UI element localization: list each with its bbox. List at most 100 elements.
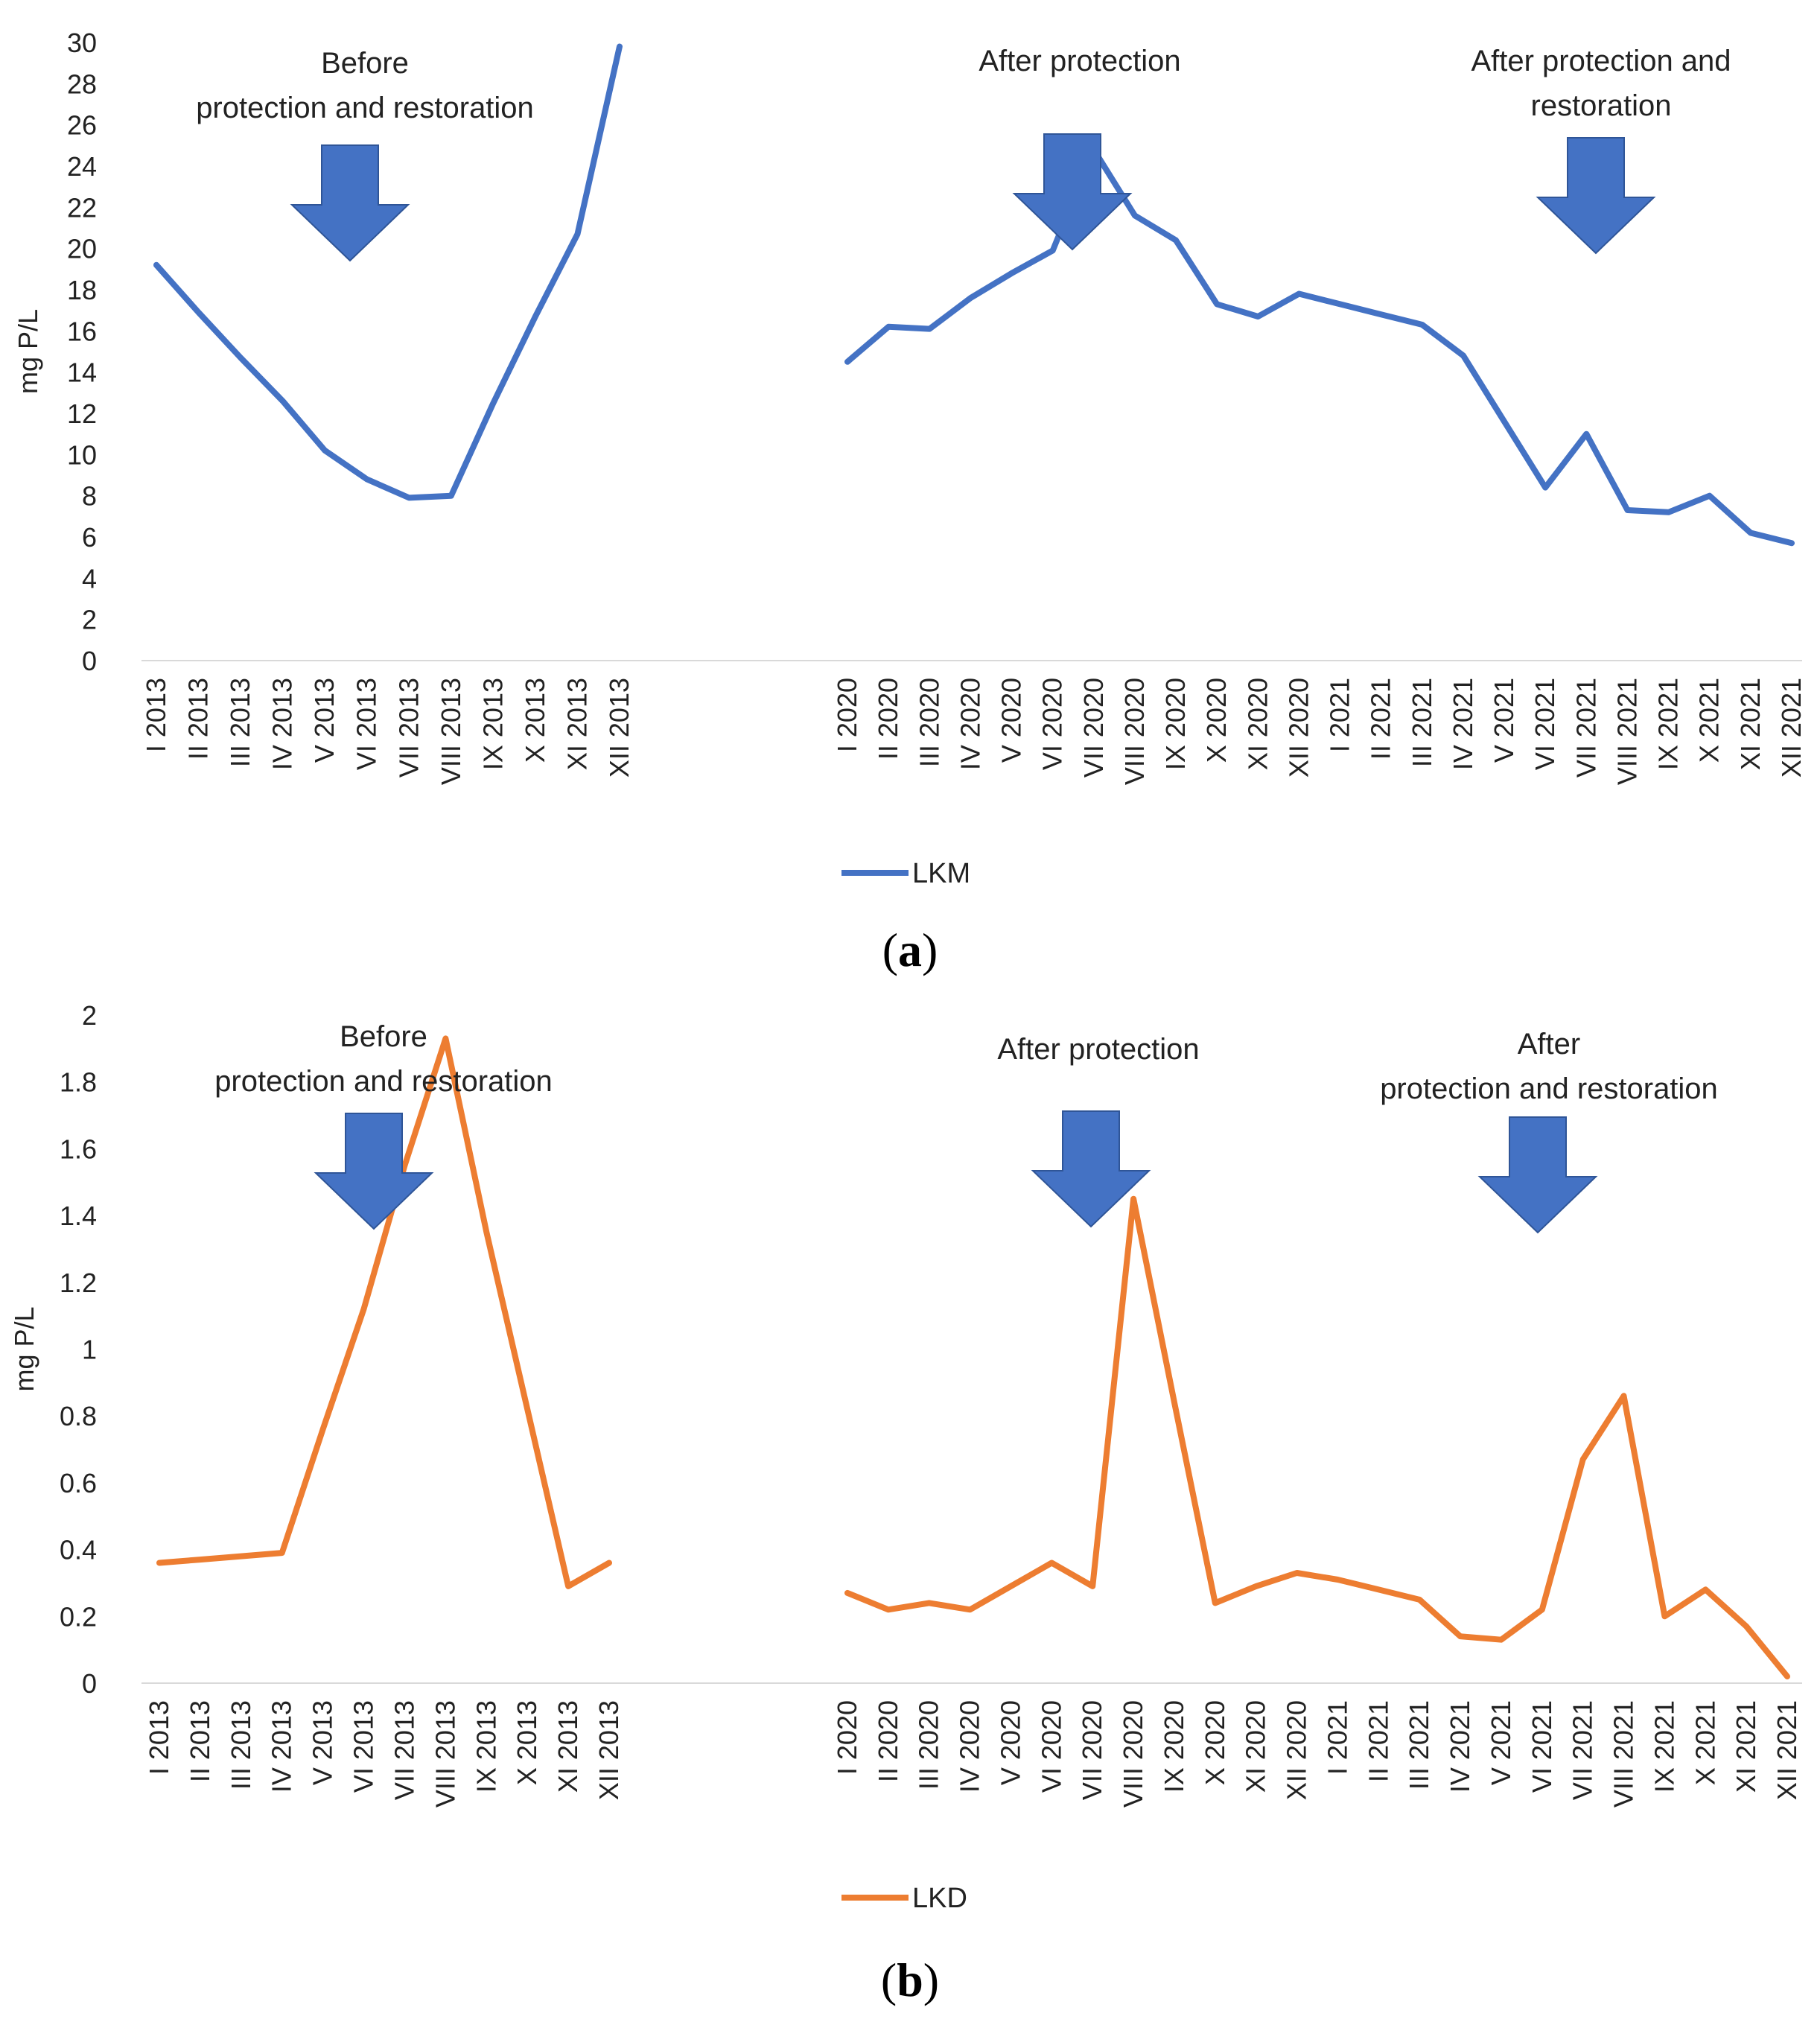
x-tick-label-x-2020: X 2020 — [1201, 678, 1232, 763]
y-tick-label: 28 — [67, 69, 97, 99]
data-point-iii-2020 — [927, 327, 932, 331]
panel-b-caption: (b) — [881, 1953, 939, 2006]
down-arrow-icon — [1477, 1116, 1598, 1234]
data-point-x-2020 — [1215, 302, 1219, 306]
x-tick-label-ix-2021: IX 2021 — [1649, 1700, 1679, 1793]
x-tick-label-ix-2020: IX 2020 — [1160, 678, 1191, 770]
data-point-i-2013 — [157, 1561, 162, 1565]
x-tick-label-ii-2021: II 2021 — [1363, 1700, 1393, 1782]
x-tick-label-iv-2013: IV 2013 — [267, 678, 298, 770]
data-point-vii-2021 — [1581, 1457, 1585, 1462]
data-point-xi-2021 — [1749, 530, 1753, 535]
data-point-vi-2020 — [1051, 248, 1055, 252]
down-arrow-icon — [1031, 1110, 1151, 1228]
x-tick-label-xi-2021: XI 2021 — [1735, 678, 1766, 770]
annotation-line: After protection and — [1471, 45, 1731, 77]
x-tick-label-iii-2021: III 2021 — [1404, 1700, 1434, 1790]
data-point-xii-2020 — [1295, 1571, 1299, 1575]
data-point-x-2021 — [1703, 1587, 1708, 1592]
x-tick-label-i-2013: I 2013 — [141, 678, 171, 752]
data-point-ix-2013 — [484, 1230, 489, 1235]
x-tick-label-vi-2021: VI 2021 — [1530, 678, 1560, 770]
data-point-vi-2013 — [362, 1307, 366, 1312]
y-tick-label: 0.6 — [60, 1468, 97, 1498]
data-point-ix-2013 — [491, 401, 495, 405]
data-point-i-2020 — [845, 360, 850, 364]
y-tick-label: 0 — [82, 646, 97, 676]
x-tick-label-ii-2013: II 2013 — [183, 678, 214, 760]
data-point-vii-2013 — [407, 495, 411, 500]
y-tick-label: 0.8 — [60, 1401, 97, 1431]
y-tick-label: 6 — [82, 522, 97, 553]
x-tick-label-xii-2021: XII 2021 — [1776, 678, 1807, 778]
data-point-iv-2020 — [968, 296, 973, 300]
data-point-viii-2013 — [449, 494, 454, 498]
down-arrow-icon — [1536, 137, 1656, 255]
data-point-v-2013 — [321, 1427, 325, 1431]
y-tick-label: 1.2 — [60, 1268, 97, 1298]
data-point-v-2013 — [322, 448, 327, 453]
data-point-viii-2020 — [1131, 1197, 1136, 1201]
data-point-vii-2013 — [402, 1163, 407, 1168]
y-tick-label: 10 — [67, 439, 97, 470]
data-point-ix-2021 — [1662, 1614, 1667, 1618]
data-point-ii-2013 — [198, 1557, 203, 1562]
y-tick-label: 18 — [67, 275, 97, 305]
data-point-i-2021 — [1338, 302, 1343, 306]
annotation-label-3: After protection and restoration — [1471, 45, 1731, 122]
data-point-ii-2020 — [886, 325, 891, 329]
data-point-i-2021 — [1335, 1577, 1340, 1582]
data-point-v-2020 — [1008, 1584, 1013, 1589]
x-tick-label-xi-2021: XI 2021 — [1731, 1700, 1761, 1793]
data-point-iii-2021 — [1417, 1597, 1422, 1602]
data-point-x-2013 — [533, 314, 538, 319]
annotation-line: protection and restoration — [214, 1065, 553, 1098]
annotation-line: protection and restoration — [1380, 1072, 1718, 1105]
x-tick-label-vi-2020: VI 2020 — [1037, 678, 1068, 770]
x-tick-label-viii-2013: VIII 2013 — [436, 678, 466, 785]
y-tick-label: 20 — [67, 234, 97, 264]
x-tick-label-v-2021: V 2021 — [1489, 678, 1519, 763]
y-axis-label: mg P/L — [9, 1306, 39, 1391]
data-point-ix-2020 — [1174, 238, 1178, 243]
x-tick-label-iii-2021: III 2021 — [1407, 678, 1437, 767]
x-tick-label-viii-2020: VIII 2020 — [1118, 1700, 1148, 1808]
x-tick-label-vi-2013: VI 2013 — [349, 1700, 379, 1793]
data-point-viii-2020 — [1133, 213, 1137, 217]
data-point-xii-2021 — [1789, 541, 1794, 545]
x-tick-label-ii-2021: II 2021 — [1366, 678, 1396, 760]
x-tick-label-viii-2020: VIII 2020 — [1119, 678, 1150, 785]
x-tick-label-i-2021: I 2021 — [1322, 1700, 1352, 1775]
y-tick-label: 26 — [67, 110, 97, 141]
data-point-x-2020 — [1213, 1600, 1218, 1605]
series-line-lkm-2013 — [153, 43, 623, 501]
x-tick-label-xii-2020: XII 2020 — [1283, 678, 1314, 778]
data-point-iv-2021 — [1458, 1634, 1463, 1638]
y-tick-label: 1.6 — [60, 1134, 97, 1164]
x-tick-label-ii-2020: II 2020 — [873, 678, 903, 760]
data-point-ii-2013 — [197, 310, 201, 314]
y-axis-label: mg P/L — [13, 309, 43, 394]
y-tick-label: 1.4 — [60, 1201, 97, 1231]
x-tick-label-vii-2020: VII 2020 — [1077, 1700, 1107, 1800]
data-point-xi-2013 — [575, 232, 579, 236]
y-tick-label: 0.2 — [60, 1601, 97, 1632]
down-arrow-icon — [314, 1113, 434, 1230]
y-tick-label: 30 — [67, 28, 97, 58]
x-tick-label-iv-2021: IV 2021 — [1448, 678, 1478, 770]
annotation-label-1: Before protection and restoration — [196, 47, 534, 124]
y-tick-label: 0.4 — [60, 1535, 97, 1565]
data-point-xii-2013 — [607, 1561, 611, 1565]
x-tick-label-i-2020: I 2020 — [832, 1700, 862, 1775]
x-tick-label-v-2013: V 2013 — [308, 1700, 338, 1785]
data-point-xi-2020 — [1256, 314, 1260, 319]
annotation-line: Before — [321, 47, 409, 80]
x-tick-label-xii-2020: XII 2020 — [1282, 1700, 1312, 1800]
x-tick-label-x-2020: X 2020 — [1200, 1700, 1230, 1785]
x-tick-label-vii-2013: VII 2013 — [393, 678, 424, 778]
x-tick-label-vi-2013: VI 2013 — [351, 678, 382, 770]
annotation-label-2: After protection — [997, 1033, 1199, 1066]
